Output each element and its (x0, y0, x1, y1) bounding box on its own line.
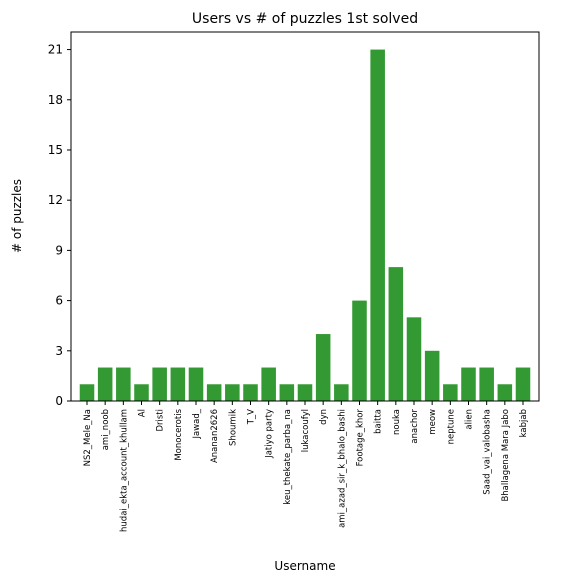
y-tick-label-3: 9 (55, 243, 63, 257)
x-tick-label-9: T_V (247, 409, 257, 425)
bar-1 (97, 367, 113, 401)
x-tick-label-8: Shoumik (228, 409, 238, 446)
plot-frame (70, 31, 540, 402)
bar-20 (443, 384, 458, 401)
x-tick-label-15: Footage_khor (356, 409, 366, 467)
bar-21 (461, 367, 476, 401)
x-tick-label-3: Al (138, 409, 148, 417)
y-tick-label-2: 6 (55, 294, 63, 308)
bar-12 (297, 384, 313, 401)
y-tick-label-7: 21 (48, 43, 63, 57)
bar-17 (388, 267, 404, 401)
bar-0 (79, 384, 95, 401)
bar-6 (188, 367, 204, 401)
x-tick-label-11: keu_thekate_parba_na (283, 409, 293, 505)
bar-11 (279, 384, 295, 401)
bar-18 (406, 317, 422, 401)
bar-22 (479, 367, 494, 401)
bars-group (79, 49, 531, 401)
x-tick-label-5: Monocerotis (174, 408, 184, 460)
x-tick-label-4: Dristi (156, 409, 166, 432)
x-tick-label-23: Bhallagena Mara Jabo (501, 409, 511, 502)
x-tick-label-19: meow (428, 409, 438, 435)
y-axis-ticks: 0 3 6 9 12 15 18 21 (48, 43, 71, 408)
y-tick-label-6: 18 (48, 93, 63, 107)
y-tick-label-4: 12 (48, 193, 63, 207)
x-tick-label-7: Ananan2626 (210, 409, 220, 463)
bar-3 (134, 384, 149, 401)
x-tick-label-13: dyn (319, 409, 329, 425)
bar-23 (497, 384, 513, 401)
bar-16 (370, 49, 385, 401)
x-tick-label-17: nouka (392, 409, 402, 435)
y-axis-label: # of puzzles (10, 179, 24, 253)
bar-9 (243, 384, 258, 401)
bar-5 (170, 367, 186, 401)
x-tick-label-20: neptune (446, 409, 456, 444)
x-axis-ticks: NS2_Mele_Na ami_noob hudai_ekta_account_kh… (83, 401, 529, 532)
y-tick-label-0: 0 (55, 394, 63, 408)
x-tick-label-14: ami_azad_sir_k_bhalo_bashi (337, 409, 347, 528)
x-tick-label-1: ami_noob (101, 409, 111, 450)
x-tick-label-6: Jawad_ (192, 408, 202, 439)
x-tick-label-0: NS2_Mele_Na (83, 409, 93, 466)
x-axis-label: Username (274, 559, 335, 573)
x-tick-label-21: alien (465, 409, 475, 430)
bar-24 (515, 367, 531, 401)
x-tick-label-22: Saad_vai_valobasha (483, 409, 493, 495)
bar-7 (206, 384, 222, 401)
x-tick-label-16: baitta (374, 409, 384, 434)
bar-15 (352, 300, 367, 401)
bar-19 (424, 350, 440, 401)
x-tick-label-10: Jatiyo party (265, 409, 275, 459)
chart-title: Users vs # of puzzles 1st solved (192, 11, 418, 27)
bar-4 (152, 367, 167, 401)
x-tick-label-2: hudai_ekta_account_khullam (119, 409, 129, 532)
bar-10 (261, 367, 276, 401)
bar-14 (334, 384, 349, 401)
x-tick-label-18: anachor (410, 408, 420, 443)
bar-2 (116, 367, 131, 401)
x-tick-label-24: kabjab (519, 409, 529, 437)
y-tick-label-5: 15 (48, 143, 63, 157)
bar-8 (225, 384, 240, 401)
bar-13 (315, 334, 331, 401)
x-tick-label-12: lukacoufyl (301, 409, 311, 452)
y-tick-label-1: 3 (55, 344, 63, 358)
